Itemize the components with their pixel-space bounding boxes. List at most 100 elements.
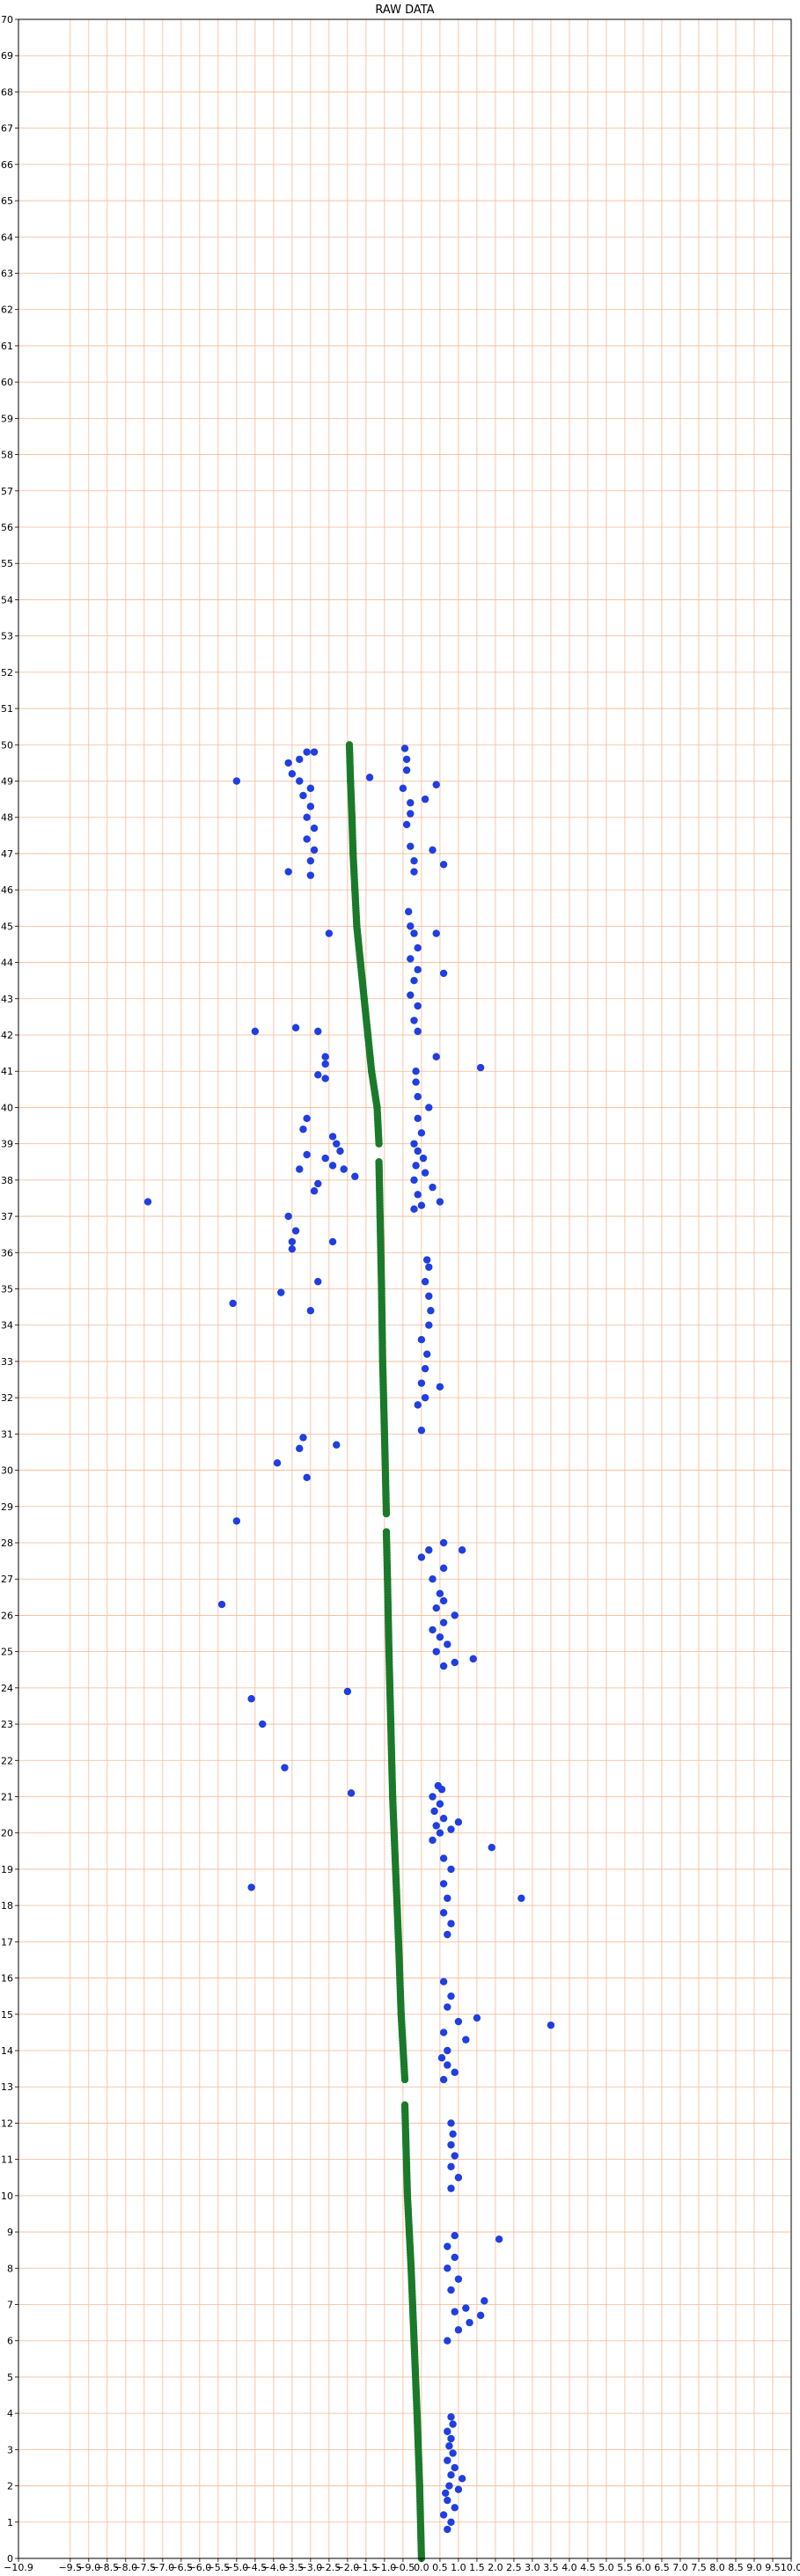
- y-tick-label: 29: [1, 1501, 13, 1513]
- blue-point: [447, 2286, 455, 2294]
- blue-point: [425, 1321, 433, 1329]
- blue-point: [439, 1538, 448, 1547]
- blue-point: [407, 991, 415, 999]
- green-point: [345, 741, 354, 749]
- y-tick-label: 23: [1, 1719, 13, 1730]
- blue-point: [481, 2297, 488, 2305]
- blue-point: [432, 1053, 440, 1060]
- blue-point: [444, 1930, 451, 1939]
- blue-point: [414, 1092, 422, 1101]
- blue-point: [458, 2475, 466, 2483]
- blue-point: [451, 2152, 459, 2160]
- blue-point: [436, 1589, 444, 1597]
- y-tick-label: 9: [7, 2227, 13, 2238]
- blue-point: [439, 1909, 448, 1917]
- blue-point: [402, 755, 411, 763]
- blue-point: [444, 2003, 451, 2011]
- blue-point: [143, 1198, 152, 1206]
- blue-point: [328, 1162, 337, 1170]
- blue-point: [217, 1600, 226, 1609]
- blue-point: [232, 777, 241, 785]
- x-tick-label: −4.5: [244, 2562, 268, 2573]
- blue-point: [476, 1063, 485, 1072]
- blue-point: [299, 1434, 307, 1442]
- blue-point: [429, 1793, 437, 1801]
- blue-point: [447, 2434, 455, 2443]
- y-tick-label: 8: [7, 2263, 13, 2274]
- blue-point: [306, 871, 315, 879]
- y-tick-label: 55: [1, 558, 13, 569]
- blue-point: [425, 1546, 433, 1554]
- blue-point: [444, 2264, 451, 2272]
- blue-point: [419, 1154, 428, 1163]
- y-tick-label: 28: [1, 1538, 13, 1549]
- blue-point: [458, 1546, 466, 1554]
- blue-point: [434, 1781, 443, 1790]
- blue-point: [447, 1992, 455, 2000]
- blue-point: [343, 1687, 352, 1696]
- y-tick-label: 25: [1, 1647, 13, 1658]
- blue-point: [417, 1201, 426, 1209]
- blue-point: [306, 784, 315, 792]
- blue-point: [454, 2326, 463, 2334]
- blue-point: [291, 1024, 300, 1031]
- blue-point: [314, 1027, 322, 1036]
- y-tick-label: 49: [1, 776, 13, 788]
- blue-point: [296, 1444, 304, 1453]
- x-tick-label: −1.0: [373, 2562, 397, 2573]
- x-tick-label: 8.0: [709, 2562, 725, 2573]
- blue-point: [296, 755, 304, 763]
- blue-point: [414, 1114, 422, 1122]
- blue-point: [284, 1212, 292, 1221]
- blue-point: [444, 2456, 451, 2464]
- blue-point: [451, 2308, 459, 2315]
- blue-point: [427, 1307, 435, 1315]
- y-tick-label: 56: [1, 522, 13, 533]
- blue-point: [291, 1227, 300, 1235]
- blue-point: [439, 1880, 448, 1888]
- x-tick-label: 5.5: [617, 2562, 633, 2573]
- blue-point: [432, 781, 440, 789]
- y-tick-label: 58: [1, 450, 13, 461]
- blue-point: [333, 1441, 341, 1449]
- y-tick-label: 43: [1, 994, 13, 1005]
- blue-point: [296, 1165, 304, 1173]
- blue-point: [306, 803, 315, 811]
- y-tick-label: 63: [1, 268, 13, 280]
- blue-point: [436, 1829, 444, 1837]
- x-tick-label: −9.0: [77, 2562, 100, 2573]
- y-tick-label: 6: [7, 2336, 13, 2347]
- y-tick-label: 64: [1, 231, 13, 243]
- x-tick-label: −10.9: [4, 2562, 33, 2573]
- blue-point: [439, 1564, 448, 1573]
- x-tick-label: 7.0: [672, 2562, 688, 2573]
- y-tick-label: 1: [7, 2517, 13, 2528]
- blue-point: [445, 2482, 453, 2490]
- blue-point: [439, 1978, 448, 1985]
- y-tick-label: 70: [1, 14, 13, 26]
- y-tick-label: 24: [1, 1683, 13, 1694]
- x-tick-label: −4.0: [262, 2562, 286, 2573]
- blue-point: [454, 2275, 463, 2283]
- blue-point: [259, 1720, 267, 1728]
- x-tick-label: 7.5: [691, 2562, 707, 2573]
- blue-point: [429, 1626, 437, 1634]
- tick-labels: −10.9 −9.5−9.0−8.5−8.0−7.5−7.0−6.5−6.0−5.…: [1, 14, 800, 2573]
- blue-point: [439, 861, 448, 869]
- blue-point: [444, 2046, 451, 2055]
- blue-point: [447, 2518, 455, 2526]
- y-tick-label: 3: [7, 2444, 13, 2455]
- x-tick-label: 9.0: [746, 2562, 762, 2573]
- y-tick-label: 46: [1, 884, 13, 896]
- x-tick-label: −1.5: [355, 2562, 378, 2573]
- blue-point: [407, 799, 415, 807]
- blue-point: [247, 1883, 255, 1891]
- blue-point: [414, 1002, 422, 1010]
- blue-point: [414, 1191, 422, 1199]
- blue-point: [325, 929, 334, 937]
- y-tick-label: 13: [1, 2081, 13, 2093]
- blue-point: [432, 1648, 440, 1655]
- y-tick-label: 5: [7, 2372, 13, 2383]
- blue-point: [447, 1919, 455, 1927]
- y-tick-label: 51: [1, 703, 13, 715]
